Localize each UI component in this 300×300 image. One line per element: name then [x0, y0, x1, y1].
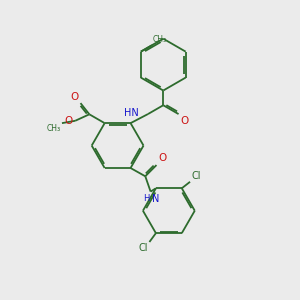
Text: H: H [143, 194, 149, 203]
Text: CH₃: CH₃ [47, 124, 61, 133]
Text: Cl: Cl [139, 244, 148, 254]
Text: CH₃: CH₃ [153, 35, 167, 44]
Text: HN: HN [124, 108, 139, 118]
Text: O: O [64, 116, 73, 126]
Text: O: O [180, 116, 189, 126]
Text: O: O [70, 92, 79, 102]
Text: O: O [158, 153, 166, 163]
Text: Cl: Cl [191, 171, 201, 181]
Text: N: N [152, 194, 159, 204]
